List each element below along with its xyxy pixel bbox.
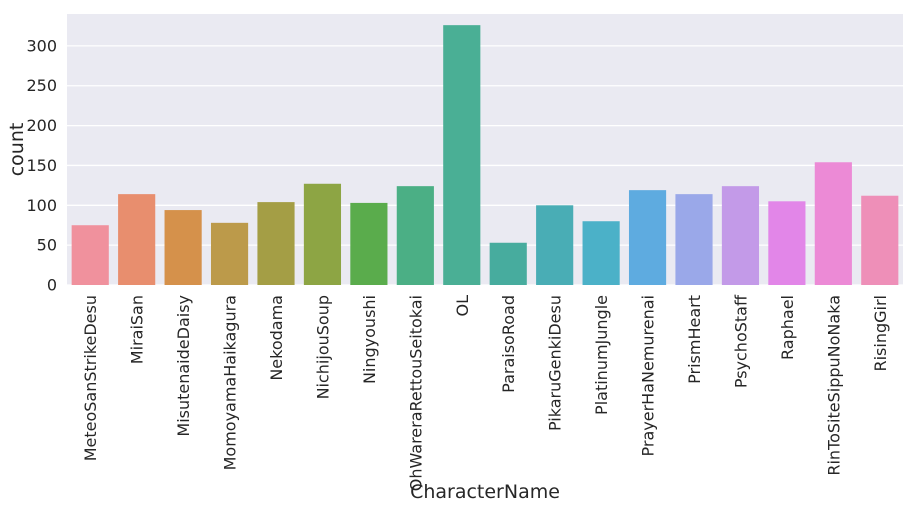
x-tick-label: Ningyoushi bbox=[360, 295, 379, 384]
x-tick-label: MeteoSanStrikeDesu bbox=[81, 295, 100, 461]
x-tick-label: PrismHeart bbox=[685, 295, 704, 384]
x-tick-label: MomoyamaHaikagura bbox=[221, 295, 240, 470]
x-tick-labels: MeteoSanStrikeDesu MiraiSan MisutenaideDai… bbox=[81, 294, 890, 491]
bar-PikaruGenkiDesu bbox=[536, 205, 574, 285]
x-tick-label: RisingGirl bbox=[871, 295, 890, 372]
bar-ParaisoRoad bbox=[489, 242, 527, 285]
bar-MisutenaideDaisy bbox=[164, 210, 202, 285]
bar-PrayerHaNemurenai bbox=[628, 190, 667, 285]
y-tick-label: 0 bbox=[47, 276, 57, 295]
x-tick-label: MisutenaideDaisy bbox=[174, 295, 193, 437]
bar-PlatinumJungle bbox=[582, 221, 620, 285]
bar-OL bbox=[443, 25, 481, 286]
x-tick-label: PsychoStaff bbox=[731, 294, 750, 388]
bar-MomoyamaHaikagura bbox=[210, 222, 249, 285]
y-tick-labels: 0 50 100 150 200 250 300 bbox=[26, 36, 57, 294]
y-tick-label: 100 bbox=[26, 196, 57, 215]
x-tick-label: RinToSiteSippuNoNaka bbox=[824, 295, 843, 476]
x-tick-label: NichijouSoup bbox=[313, 295, 332, 399]
x-axis-label: CharacterName bbox=[410, 481, 560, 503]
x-tick-label: Raphael bbox=[778, 295, 797, 360]
bar-PrismHeart bbox=[675, 194, 713, 285]
x-tick-label: PrayerHaNemurenai bbox=[639, 295, 658, 456]
y-tick-label: 50 bbox=[37, 236, 57, 255]
bar-Ningyoushi bbox=[350, 202, 388, 285]
bar-MeteoSanStrikeDesu bbox=[71, 225, 109, 285]
y-tick-label: 250 bbox=[26, 76, 57, 95]
x-tick-label: PlatinumJungle bbox=[592, 295, 611, 415]
bar-PsychoStaff bbox=[721, 186, 760, 285]
y-tick-label: 300 bbox=[26, 36, 57, 55]
bar-MiraiSan bbox=[118, 194, 156, 285]
bar-RisingGirl bbox=[861, 195, 899, 285]
x-tick-label: MiraiSan bbox=[128, 295, 147, 364]
y-tick-label: 150 bbox=[26, 156, 57, 175]
plot-area bbox=[67, 14, 903, 285]
y-tick-label: 200 bbox=[26, 116, 57, 135]
bar-OhWareraRettouSeitokai bbox=[396, 186, 434, 285]
gridlines bbox=[67, 45, 903, 286]
x-tick-label: OhWareraRettouSeitokai bbox=[406, 295, 425, 491]
bars bbox=[71, 25, 899, 286]
bar-RinToSiteSippuNoNaka bbox=[814, 162, 852, 285]
x-tick-label: PikaruGenkiDesu bbox=[546, 295, 565, 431]
y-axis-label: count bbox=[6, 123, 28, 177]
x-tick-label: OL bbox=[453, 295, 472, 317]
bar-Nekodama bbox=[257, 202, 295, 285]
x-tick-label: ParaisoRoad bbox=[499, 295, 518, 393]
bar-Raphael bbox=[768, 201, 806, 285]
x-tick-label: Nekodama bbox=[267, 295, 286, 381]
bar-NichijouSoup bbox=[303, 183, 342, 285]
